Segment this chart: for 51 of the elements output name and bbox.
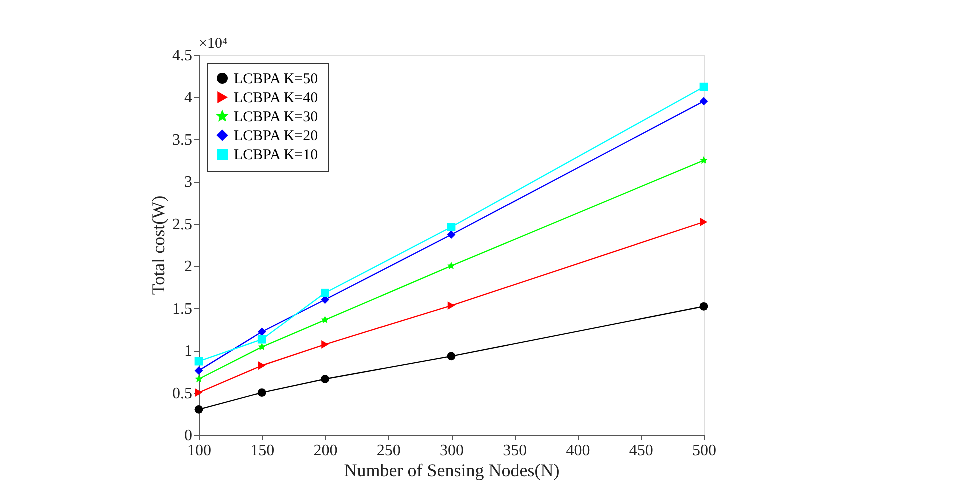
x-tick-label: 100: [188, 442, 212, 460]
y-tick-label: 1: [184, 343, 192, 360]
y-tick-label: 4.5: [172, 48, 192, 64]
legend-label: LCBPA K=50: [234, 72, 318, 88]
y-tick-label: 2.5: [172, 216, 192, 234]
point: [321, 316, 330, 324]
x-tick-label: 500: [692, 442, 716, 460]
point: [195, 375, 203, 383]
point: [258, 388, 266, 397]
legend-label: LCBPA K=40: [234, 90, 318, 106]
x-tick-label: 350: [503, 442, 528, 460]
legend-label: LCBPA K=20: [234, 128, 318, 144]
point: [700, 156, 708, 164]
x-tick-label: 200: [314, 442, 338, 460]
point: [700, 302, 708, 311]
point: [195, 388, 203, 397]
point: [448, 302, 456, 310]
point: [447, 223, 456, 232]
point: [321, 375, 330, 384]
x-tick-label: 400: [566, 442, 590, 460]
point: [258, 328, 266, 336]
point: [700, 97, 708, 106]
point: [448, 262, 456, 270]
x-axis-title: Number of Sensing Nodes(N): [344, 460, 560, 480]
x-tick-label: 250: [376, 442, 401, 460]
point: [258, 342, 266, 351]
y-tick-label: 4: [184, 90, 192, 107]
point: [447, 352, 456, 361]
x-tick-label: 300: [440, 442, 464, 460]
legend-label: LCBPA K=10: [234, 148, 318, 164]
y-axis-title: Total cost(W): [148, 196, 168, 296]
point: [194, 366, 204, 376]
point: [321, 288, 330, 298]
legend-label: LCBPA K=30: [234, 110, 318, 126]
point: [194, 357, 204, 366]
x-tick-label: 150: [250, 442, 275, 460]
y-tick-label: 3: [184, 174, 192, 192]
y-tick-label: 0.5: [172, 385, 192, 402]
y-tick-label: 3.5: [172, 132, 192, 149]
point: [258, 335, 266, 344]
point: [194, 405, 204, 414]
y-tick-label: 0: [184, 428, 192, 444]
y-tick-label: 1.5: [172, 300, 192, 318]
y-tick-label: 2: [184, 258, 192, 276]
text: ×10⁴: [199, 36, 228, 52]
point: [700, 218, 708, 226]
point: [447, 230, 456, 240]
point: [700, 82, 708, 92]
point: [258, 362, 266, 370]
x-tick-label: 450: [629, 442, 654, 460]
point: [322, 340, 329, 349]
